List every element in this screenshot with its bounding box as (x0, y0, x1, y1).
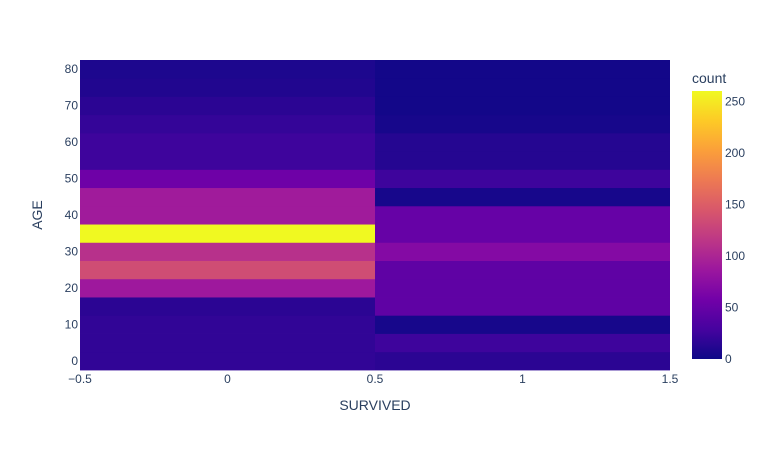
y-tick-label: 30 (65, 244, 79, 258)
colorbar-tick-label: 50 (725, 300, 739, 314)
y-tick-label: 70 (65, 99, 79, 113)
heatmap-cell (80, 315, 375, 334)
heatmap-cell (375, 187, 670, 207)
heatmap-cell (80, 242, 375, 261)
y-tick-label: 50 (65, 172, 79, 186)
heatmap-cell (375, 96, 670, 116)
y-axis-ticks: 0 10 20 30 40 50 60 70 80 (65, 62, 79, 368)
heatmap-cell (375, 151, 670, 170)
x-axis-ticks: −0.5 0 0.5 1 1.5 (68, 372, 679, 386)
x-tick-label: 0.5 (367, 372, 384, 386)
heatmap-cell (375, 114, 670, 134)
y-tick-label: 40 (65, 208, 79, 222)
heatmap-cell (375, 260, 670, 280)
y-tick-label: 80 (65, 62, 79, 76)
heatmap-cell (80, 78, 375, 97)
heatmap-cell (375, 78, 670, 97)
heatmap-cell (375, 224, 670, 243)
heatmap-cell (80, 187, 375, 207)
heatmap-cell (80, 260, 375, 280)
heatmap-cell (80, 114, 375, 134)
colorbar-tick-label: 0 (725, 352, 732, 366)
heatmap-cell (80, 278, 375, 298)
colorbar-tick-label: 150 (725, 197, 745, 211)
heatmap-cell (80, 169, 375, 189)
x-tick-label: −0.5 (68, 372, 92, 386)
colorbar-ticks: 0 50 100 150 200 250 (725, 94, 745, 366)
y-tick-label: 0 (71, 354, 78, 368)
heatmap-cell (375, 132, 670, 152)
y-axis-title: AGE (29, 200, 45, 230)
colorbar-tick-label: 100 (725, 249, 745, 263)
heatmap-cell (80, 224, 375, 243)
y-tick-label: 60 (65, 135, 79, 149)
x-axis-title: SURVIVED (339, 397, 410, 413)
heatmap-cell (375, 333, 670, 353)
heatmap-cell (80, 96, 375, 116)
heatmap-cell (375, 169, 670, 189)
x-tick-label: 1.5 (662, 372, 679, 386)
x-tick-label: 0 (224, 372, 231, 386)
x-tick-label: 1 (519, 372, 526, 386)
heatmap-cell (375, 205, 670, 225)
heatmap-cell (375, 278, 670, 298)
heatmap-cell (80, 132, 375, 152)
heatmap-cell (80, 60, 375, 79)
heatmap-cell (375, 351, 670, 371)
heatmap-cell (80, 205, 375, 225)
heatmap-cell (80, 351, 375, 371)
heatmap-cell (80, 297, 375, 316)
colorbar-title: count (692, 70, 726, 86)
heatmap-cell (80, 151, 375, 170)
y-tick-label: 20 (65, 281, 79, 295)
y-tick-label: 10 (65, 317, 79, 331)
heatmap-cell (375, 242, 670, 261)
colorbar-tick-label: 200 (725, 146, 745, 160)
heatmap-cell (80, 333, 375, 353)
heatmap-cell (375, 297, 670, 316)
colorbar (692, 91, 722, 359)
heatmap-cell (375, 60, 670, 79)
heatmap-cell (375, 315, 670, 334)
heatmap-cells (80, 60, 670, 371)
colorbar-tick-label: 250 (725, 94, 745, 108)
